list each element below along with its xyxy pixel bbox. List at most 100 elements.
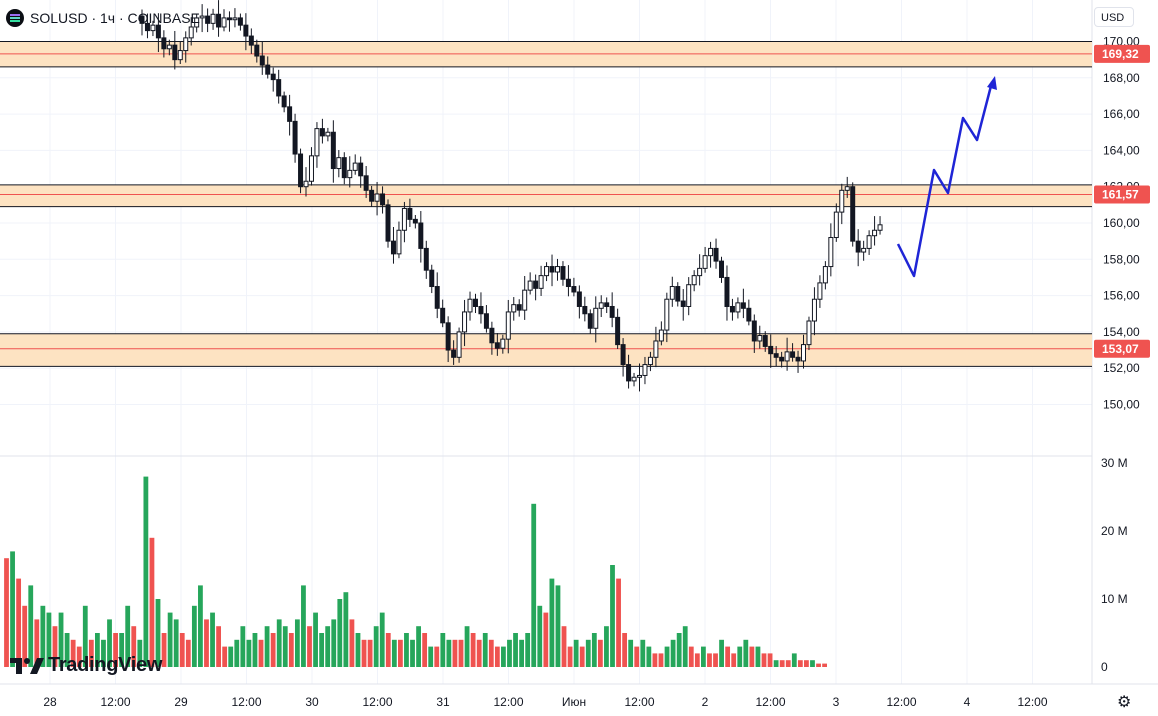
candle-body — [724, 276, 730, 307]
volume-bar — [622, 633, 628, 667]
candle-body — [259, 55, 265, 66]
volume-bar — [119, 633, 125, 667]
candle-body — [702, 255, 708, 269]
candle-body — [358, 162, 364, 177]
candle-body — [418, 222, 424, 249]
volume-bar — [52, 626, 58, 667]
candle-body — [844, 186, 850, 191]
volume-bar — [791, 653, 797, 667]
candle-body — [522, 289, 528, 311]
volume-bar — [688, 646, 694, 667]
candle-body — [538, 275, 544, 289]
time-tick-label: 12:00 — [624, 695, 654, 709]
solana-logo-icon — [6, 9, 24, 27]
volume-bar — [470, 633, 476, 667]
candle-body — [248, 35, 254, 46]
volume-bar — [58, 612, 64, 667]
candle-body — [544, 266, 550, 277]
candle-body — [511, 304, 517, 313]
volume-bar — [749, 646, 755, 667]
tradingview-logo[interactable]: TradingView — [10, 654, 162, 677]
candle-body — [303, 180, 309, 188]
volume-bar — [664, 646, 670, 667]
price-tick-label: 156,00 — [1103, 289, 1140, 303]
chart-header: SOLUSD · 1ч · COINBASE — [6, 8, 200, 28]
time-tick-label: 12:00 — [755, 695, 785, 709]
currency-selector[interactable]: USD — [1094, 7, 1134, 27]
candle-body — [669, 286, 675, 300]
volume-bar — [682, 626, 688, 667]
candle-body — [855, 240, 861, 253]
candle-body — [451, 349, 457, 358]
volume-bar — [288, 633, 294, 667]
candle-body — [144, 22, 150, 32]
settings-gear-icon[interactable]: ⚙ — [1117, 694, 1132, 711]
volume-bar — [494, 646, 500, 667]
volume-bar — [167, 612, 173, 667]
price-tick-label: 158,00 — [1103, 252, 1140, 266]
candle-body — [281, 95, 287, 108]
volume-tick-label: 10 M — [1101, 592, 1128, 606]
volume-bar — [349, 619, 355, 667]
price-tick-label: 154,00 — [1103, 325, 1140, 339]
candle-body — [363, 175, 369, 191]
candle-body — [205, 15, 211, 24]
volume-bar — [282, 626, 288, 667]
volume-bar — [476, 639, 482, 667]
candle-body — [500, 338, 506, 349]
volume-bar — [143, 476, 149, 667]
candle-body — [533, 280, 539, 289]
volume-bar — [46, 612, 52, 667]
volume-bar — [373, 626, 379, 667]
price-tick-label: 164,00 — [1103, 143, 1140, 157]
volume-bar — [34, 619, 40, 667]
candle-body — [287, 106, 293, 122]
volume-bar — [379, 612, 385, 667]
candle-body — [642, 364, 648, 376]
volume-bar — [519, 639, 524, 667]
volume-bar — [161, 633, 167, 667]
time-tick-label: 12:00 — [231, 695, 261, 709]
candle-body — [166, 44, 172, 50]
candle-body — [390, 240, 396, 255]
volume-bar — [16, 578, 22, 667]
volume-bar — [701, 646, 706, 667]
volume-bar — [325, 626, 331, 667]
candle-body — [708, 247, 714, 257]
volume-bar — [452, 639, 458, 667]
candle-body — [489, 327, 495, 344]
candle-body — [686, 284, 692, 307]
candle-body — [325, 131, 331, 137]
price-level-badge — [1094, 44, 1150, 63]
candle-body — [265, 64, 271, 75]
candle-body — [762, 335, 768, 347]
volume-bar — [549, 578, 555, 667]
volume-bar — [313, 612, 318, 667]
candle-body — [330, 131, 336, 170]
candle-body — [806, 320, 812, 346]
volume-bar — [270, 633, 276, 667]
price-level-badge-label: 161,57 — [1102, 188, 1139, 202]
volume-bar — [440, 633, 446, 667]
volume-bar — [707, 653, 712, 667]
volume-bar — [531, 503, 537, 667]
volume-bar — [525, 633, 531, 667]
volume-bar — [464, 626, 470, 667]
volume-bar — [107, 619, 112, 667]
volume-bar — [355, 633, 361, 667]
volume-bar — [458, 639, 464, 667]
candle-body — [740, 302, 746, 309]
candle-body — [636, 374, 642, 378]
volume-bar — [767, 653, 773, 667]
volume-bar — [507, 639, 512, 667]
volume-bar — [416, 626, 421, 667]
time-tick-label: 12:00 — [493, 695, 523, 709]
symbol-title[interactable]: SOLUSD · 1ч · COINBASE — [30, 10, 200, 26]
candle-body — [631, 376, 637, 382]
price-level-badge — [1094, 339, 1150, 358]
volume-bar — [191, 605, 197, 667]
time-tick-label: 12:00 — [100, 695, 130, 709]
candle-body — [188, 26, 194, 39]
price-level-badge-label: 153,07 — [1102, 342, 1139, 356]
